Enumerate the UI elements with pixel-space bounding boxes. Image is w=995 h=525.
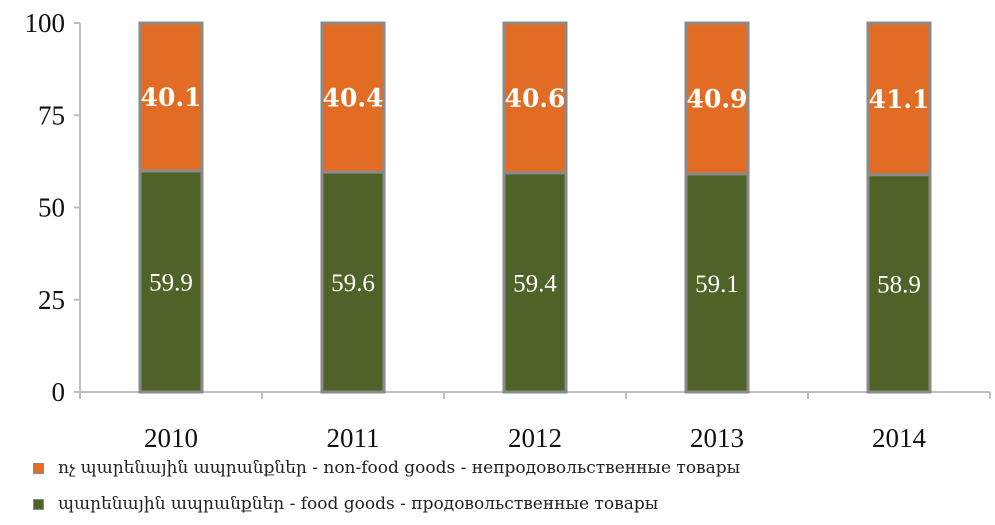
data-label-non-food: 41.1 — [869, 85, 930, 114]
bar-non-food — [502, 21, 568, 175]
data-label-non-food: 40.4 — [323, 84, 384, 113]
legend-swatch-food — [33, 498, 44, 510]
y-tick-label: 50 — [38, 193, 65, 223]
y-tick-label: 75 — [38, 100, 65, 130]
bar-food — [320, 170, 386, 394]
bar-non-food — [138, 21, 204, 173]
data-label-non-food: 40.9 — [687, 84, 748, 113]
x-tick-label: 2012 — [508, 423, 562, 450]
bar-food — [138, 169, 204, 394]
data-label-non-food: 40.6 — [505, 84, 566, 113]
data-label-food: 58.9 — [877, 271, 921, 298]
bar-non-food — [320, 21, 386, 174]
x-tick-label: 2010 — [144, 423, 198, 450]
bar-non-food — [866, 21, 932, 177]
bar-food — [866, 173, 932, 394]
legend: ոչ պարենային ապրանքներ - non-food goods … — [33, 450, 740, 522]
legend-item-non-food: ոչ պարենային ապրանքներ - non-food goods … — [33, 450, 740, 486]
data-label-non-food: 40.1 — [141, 83, 202, 112]
y-tick-label: 0 — [52, 377, 66, 407]
legend-item-food: պարենային ապրանքներ - food goods - продо… — [33, 486, 740, 522]
data-label-food: 59.4 — [513, 270, 557, 297]
x-tick-label: 2011 — [327, 423, 380, 450]
bar-food — [502, 171, 568, 394]
legend-swatch-non-food — [33, 462, 44, 474]
x-tick-label: 2014 — [872, 423, 927, 450]
stacked-bar-chart: 0 25 50 75 100 59.9 40.1 2010 59.6 40.4 2011 59.4 40… — [25, 8, 991, 450]
data-label-food: 59.6 — [331, 270, 375, 297]
legend-label-food: պարենային ապրանքներ - food goods - продо… — [58, 494, 659, 514]
data-label-food: 59.1 — [695, 271, 739, 298]
legend-label-non-food: ոչ պարենային ապրանքներ - non-food goods … — [58, 458, 741, 478]
y-tick-label: 100 — [25, 8, 66, 38]
x-tick-label: 2013 — [690, 423, 744, 450]
data-label-food: 59.9 — [149, 269, 193, 296]
bar-food — [684, 172, 750, 394]
y-tick-label: 25 — [38, 285, 65, 315]
bar-non-food — [684, 21, 750, 176]
